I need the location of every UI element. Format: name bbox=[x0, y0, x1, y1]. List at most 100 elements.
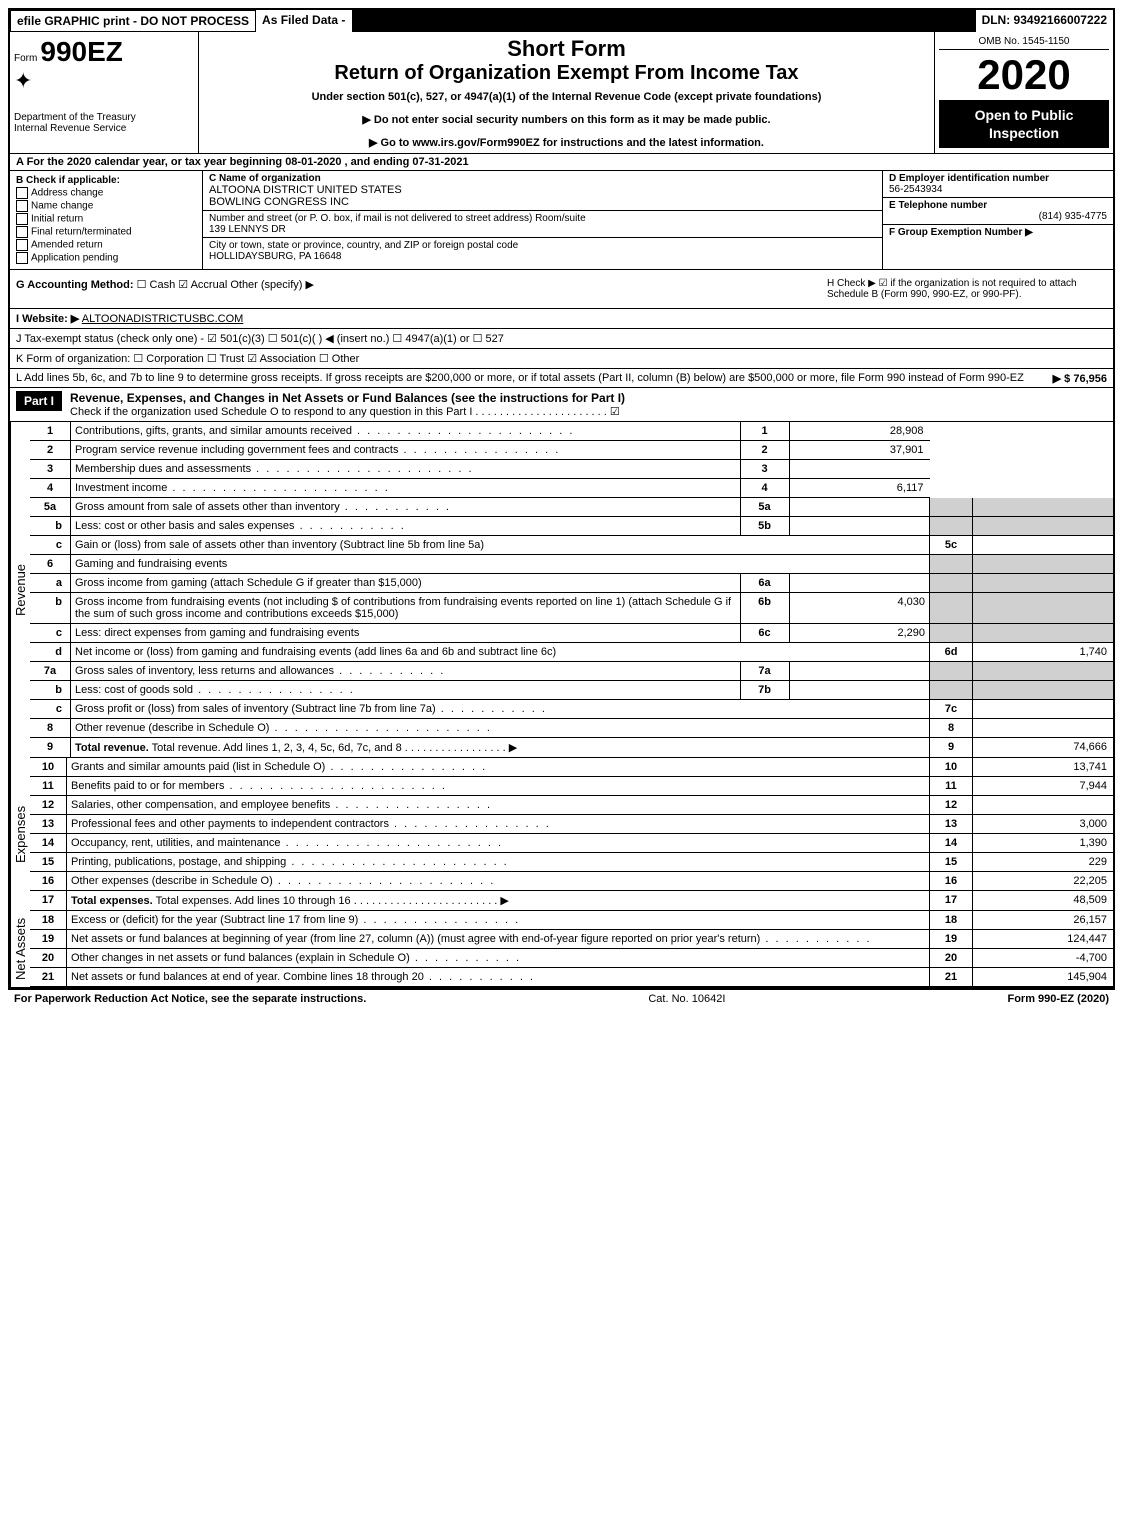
chk-address[interactable]: Address change bbox=[16, 187, 196, 199]
line-6: 6Gaming and fundraising events bbox=[30, 555, 1113, 574]
b-header: B Check if applicable: bbox=[16, 175, 196, 186]
row-g: G Accounting Method: ☐ Cash ☑ Accrual Ot… bbox=[10, 270, 1113, 309]
line-6d: dNet income or (loss) from gaming and fu… bbox=[30, 643, 1113, 662]
footer: For Paperwork Reduction Act Notice, see … bbox=[8, 989, 1115, 1008]
footer-right: Form 990-EZ (2020) bbox=[1007, 993, 1109, 1005]
city-value: HOLLIDAYSBURG, PA 16648 bbox=[209, 251, 876, 262]
c-street-block: Number and street (or P. O. box, if mail… bbox=[203, 211, 882, 238]
chk-accrual[interactable]: ☑ bbox=[178, 279, 190, 291]
f-label: F Group Exemption Number ▶ bbox=[889, 227, 1033, 238]
line-3: 3Membership dues and assessments3 bbox=[30, 460, 1113, 479]
street-value: 139 LENNYS DR bbox=[209, 224, 876, 235]
line-7b: bLess: cost of goods sold7b bbox=[30, 681, 1113, 700]
part1-check: Check if the organization used Schedule … bbox=[70, 406, 620, 418]
header-left: Form 990EZ ✦ Department of the Treasury … bbox=[10, 32, 199, 153]
omb-number: OMB No. 1545-1150 bbox=[939, 36, 1109, 50]
ein-value: 56-2543934 bbox=[889, 184, 1107, 195]
line-12: 12Salaries, other compensation, and empl… bbox=[30, 796, 1113, 815]
netassets-label: Net Assets bbox=[10, 911, 30, 987]
chk-pending[interactable]: Application pending bbox=[16, 252, 196, 264]
l-text: L Add lines 5b, 6c, and 7b to line 9 to … bbox=[16, 372, 1024, 384]
chk-final[interactable]: Final return/terminated bbox=[16, 226, 196, 238]
line-10: 10Grants and similar amounts paid (list … bbox=[30, 758, 1113, 777]
col-b-checkboxes: B Check if applicable: Address change Na… bbox=[10, 171, 203, 269]
dept-treasury: Department of the Treasury bbox=[14, 112, 194, 123]
header-right: OMB No. 1545-1150 2020 Open to Public In… bbox=[934, 32, 1113, 153]
line-8: 8Other revenue (describe in Schedule O)8 bbox=[30, 719, 1113, 738]
line-7a: 7aGross sales of inventory, less returns… bbox=[30, 662, 1113, 681]
top-bar: efile GRAPHIC print - DO NOT PROCESS As … bbox=[10, 10, 1113, 32]
line-9: 9Total revenue. Total revenue. Add lines… bbox=[30, 738, 1113, 758]
chk-amended[interactable]: Amended return bbox=[16, 239, 196, 251]
c-name-block: C Name of organization ALTOONA DISTRICT … bbox=[203, 171, 882, 211]
form-number: 990EZ bbox=[40, 36, 123, 67]
row-j-tax-status: J Tax-exempt status (check only one) - ☑… bbox=[10, 329, 1113, 349]
subtitle: Under section 501(c), 527, or 4947(a)(1)… bbox=[209, 91, 924, 103]
seal-icon: ✦ bbox=[14, 68, 194, 94]
revenue-section: Revenue 1Contributions, gifts, grants, a… bbox=[10, 422, 1113, 758]
short-form-label: Short Form bbox=[209, 36, 924, 62]
form-prefix: Form bbox=[14, 53, 37, 64]
chk-name[interactable]: Name change bbox=[16, 200, 196, 212]
dln-number: DLN: 93492166007222 bbox=[976, 10, 1113, 32]
row-l-gross: L Add lines 5b, 6c, and 7b to line 9 to … bbox=[10, 369, 1113, 388]
expenses-table: 10Grants and similar amounts paid (list … bbox=[30, 758, 1113, 911]
line-19: 19Net assets or fund balances at beginni… bbox=[30, 930, 1113, 949]
netassets-table: 18Excess or (deficit) for the year (Subt… bbox=[30, 911, 1113, 987]
section-bc: B Check if applicable: Address change Na… bbox=[10, 171, 1113, 270]
c-city-block: City or town, state or province, country… bbox=[203, 238, 882, 264]
line-16: 16Other expenses (describe in Schedule O… bbox=[30, 872, 1113, 891]
part1-label: Part I bbox=[16, 391, 62, 411]
i-label: I Website: ▶ bbox=[16, 313, 79, 325]
expenses-label: Expenses bbox=[10, 758, 30, 911]
l-amount: ▶ $ 76,956 bbox=[1053, 372, 1107, 385]
tel-value: (814) 935-4775 bbox=[889, 211, 1107, 222]
line-11: 11Benefits paid to or for members117,944 bbox=[30, 777, 1113, 796]
tax-year: 2020 bbox=[939, 54, 1109, 96]
chk-cash[interactable]: ☐ bbox=[137, 279, 150, 291]
line-7c: cGross profit or (loss) from sales of in… bbox=[30, 700, 1113, 719]
tel-label: E Telephone number bbox=[889, 200, 1107, 211]
col-d-ein: D Employer identification number 56-2543… bbox=[882, 171, 1113, 269]
efile-notice: efile GRAPHIC print - DO NOT PROCESS bbox=[10, 10, 256, 32]
line-18: 18Excess or (deficit) for the year (Subt… bbox=[30, 911, 1113, 930]
line-17: 17Total expenses. Total expenses. Add li… bbox=[30, 891, 1113, 911]
part1-title-block: Revenue, Expenses, and Changes in Net As… bbox=[62, 391, 1107, 418]
line-21: 21Net assets or fund balances at end of … bbox=[30, 968, 1113, 987]
line-5b: bLess: cost or other basis and sales exp… bbox=[30, 517, 1113, 536]
header-row: Form 990EZ ✦ Department of the Treasury … bbox=[10, 32, 1113, 154]
chk-initial[interactable]: Initial return bbox=[16, 213, 196, 225]
line-20: 20Other changes in net assets or fund ba… bbox=[30, 949, 1113, 968]
f-group-block: F Group Exemption Number ▶ bbox=[883, 225, 1113, 240]
org-name-1: ALTOONA DISTRICT UNITED STATES bbox=[209, 184, 876, 196]
line-6b: bGross income from fundraising events (n… bbox=[30, 593, 1113, 624]
line-14: 14Occupancy, rent, utilities, and mainte… bbox=[30, 834, 1113, 853]
revenue-table: 1Contributions, gifts, grants, and simil… bbox=[30, 422, 1113, 758]
expenses-section: Expenses 10Grants and similar amounts pa… bbox=[10, 758, 1113, 911]
as-filed-label: As Filed Data - bbox=[256, 10, 352, 32]
footer-mid: Cat. No. 10642I bbox=[648, 993, 725, 1005]
form-990ez: efile GRAPHIC print - DO NOT PROCESS As … bbox=[8, 8, 1115, 989]
footer-left: For Paperwork Reduction Act Notice, see … bbox=[14, 993, 366, 1005]
line-2: 2Program service revenue including gover… bbox=[30, 441, 1113, 460]
d-ein-block: D Employer identification number 56-2543… bbox=[883, 171, 1113, 198]
line-6c: cLess: direct expenses from gaming and f… bbox=[30, 624, 1113, 643]
line-5c: cGain or (loss) from sale of assets othe… bbox=[30, 536, 1113, 555]
website-value[interactable]: ALTOONADISTRICTUSBC.COM bbox=[82, 313, 244, 325]
part1-title: Revenue, Expenses, and Changes in Net As… bbox=[70, 391, 625, 405]
line-5a: 5aGross amount from sale of assets other… bbox=[30, 498, 1113, 517]
part1-header-row: Part I Revenue, Expenses, and Changes in… bbox=[10, 388, 1113, 422]
d-label: D Employer identification number bbox=[889, 173, 1107, 184]
header-center: Short Form Return of Organization Exempt… bbox=[199, 32, 934, 153]
row-k-form-org: K Form of organization: ☐ Corporation ☐ … bbox=[10, 349, 1113, 369]
open-public: Open to Public Inspection bbox=[939, 100, 1109, 148]
g-accounting: G Accounting Method: ☐ Cash ☑ Accrual Ot… bbox=[10, 270, 821, 308]
h-check: H Check ▶ ☑ if the organization is not r… bbox=[821, 270, 1113, 308]
instr-ssn: ▶ Do not enter social security numbers o… bbox=[209, 113, 924, 126]
row-a-tax-year: A For the 2020 calendar year, or tax yea… bbox=[10, 154, 1113, 171]
street-label: Number and street (or P. O. box, if mail… bbox=[209, 213, 876, 224]
netassets-section: Net Assets 18Excess or (deficit) for the… bbox=[10, 911, 1113, 987]
col-c-org: C Name of organization ALTOONA DISTRICT … bbox=[203, 171, 882, 269]
g-other: Other (specify) ▶ bbox=[230, 279, 314, 291]
line-15: 15Printing, publications, postage, and s… bbox=[30, 853, 1113, 872]
